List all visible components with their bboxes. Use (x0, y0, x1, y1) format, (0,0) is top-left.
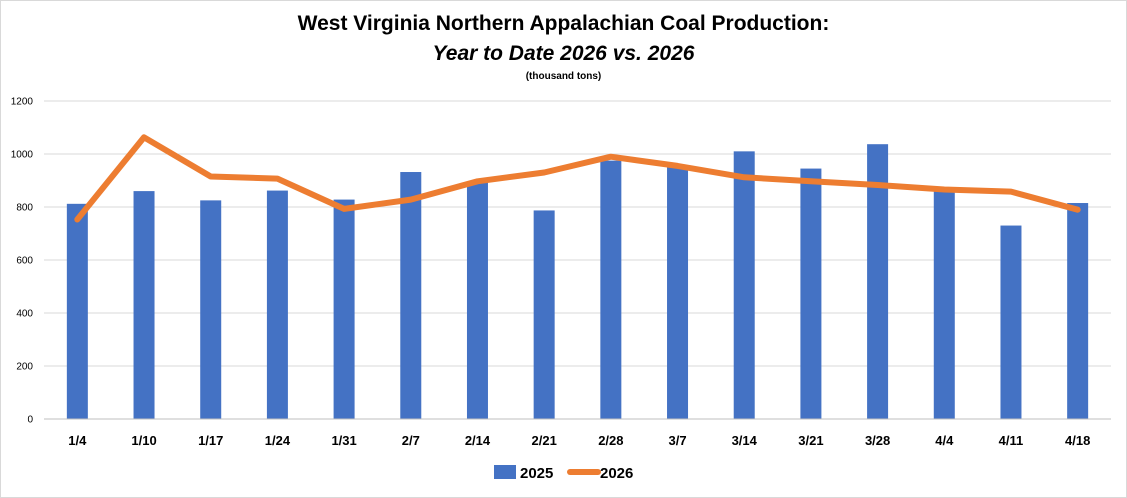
legend: 2025 2026 (494, 465, 633, 482)
legend-label-2026: 2026 (600, 465, 633, 482)
bar (867, 144, 889, 419)
x-tick-label: 4/4 (935, 433, 954, 448)
bar (800, 168, 822, 419)
x-tick-label: 3/21 (798, 433, 823, 448)
bar (533, 210, 555, 419)
x-tick-label: 1/17 (198, 433, 223, 448)
bar (933, 190, 955, 419)
x-tick-label: 1/24 (265, 433, 291, 448)
y-tick-label: 0 (27, 415, 33, 426)
y-tick-label: 1000 (11, 150, 34, 161)
x-tick-label: 3/7 (668, 433, 686, 448)
series-line (74, 134, 1081, 223)
bar (66, 203, 88, 419)
x-tick-label: 3/14 (732, 433, 758, 448)
bar (600, 160, 622, 419)
bar (333, 199, 355, 419)
y-tick-label: 800 (16, 203, 33, 214)
chart-unit-note: (thousand tons) (525, 71, 602, 82)
y-tick-label: 400 (16, 309, 33, 320)
x-tick-label: 2/21 (532, 433, 557, 448)
y-tick-label: 200 (16, 362, 33, 373)
x-tick-label: 1/10 (131, 433, 156, 448)
x-tick-label: 3/28 (865, 433, 890, 448)
bar (1067, 203, 1089, 419)
bar (733, 151, 755, 419)
x-tick-label: 2/14 (465, 433, 491, 448)
bar (266, 190, 288, 419)
y-tick-label: 600 (16, 256, 33, 267)
x-tick-label: 2/28 (598, 433, 623, 448)
bar (1000, 225, 1022, 419)
grid-lines (44, 100, 1111, 367)
x-tick-label: 2/7 (402, 433, 420, 448)
bar (400, 172, 422, 419)
legend-swatch-2025 (494, 465, 516, 479)
x-tick-label: 4/18 (1065, 433, 1090, 448)
x-tick-label: 1/4 (68, 433, 87, 448)
chart-title: West Virginia Northern Appalachian Coal … (297, 12, 830, 35)
y-axis: 0 200 400 600 800 1000 1200 (11, 97, 34, 426)
bar-series-2025 (66, 144, 1089, 419)
x-tick-label: 4/11 (999, 433, 1024, 448)
y-tick-label: 1200 (11, 97, 34, 108)
x-axis: 1/4 1/10 1/17 1/24 1/31 2/7 2/14 2/21 2/28 3/7 3/1… (44, 418, 1111, 448)
bar (200, 200, 222, 419)
chart-subtitle: Year to Date 2026 vs. 2026 (432, 42, 695, 65)
x-tick-label: 1/31 (331, 433, 356, 448)
legend-label-2025: 2025 (520, 465, 553, 482)
bar (133, 191, 155, 419)
line-series-2026 (74, 134, 1081, 223)
bar (466, 181, 488, 419)
bar (667, 165, 689, 419)
